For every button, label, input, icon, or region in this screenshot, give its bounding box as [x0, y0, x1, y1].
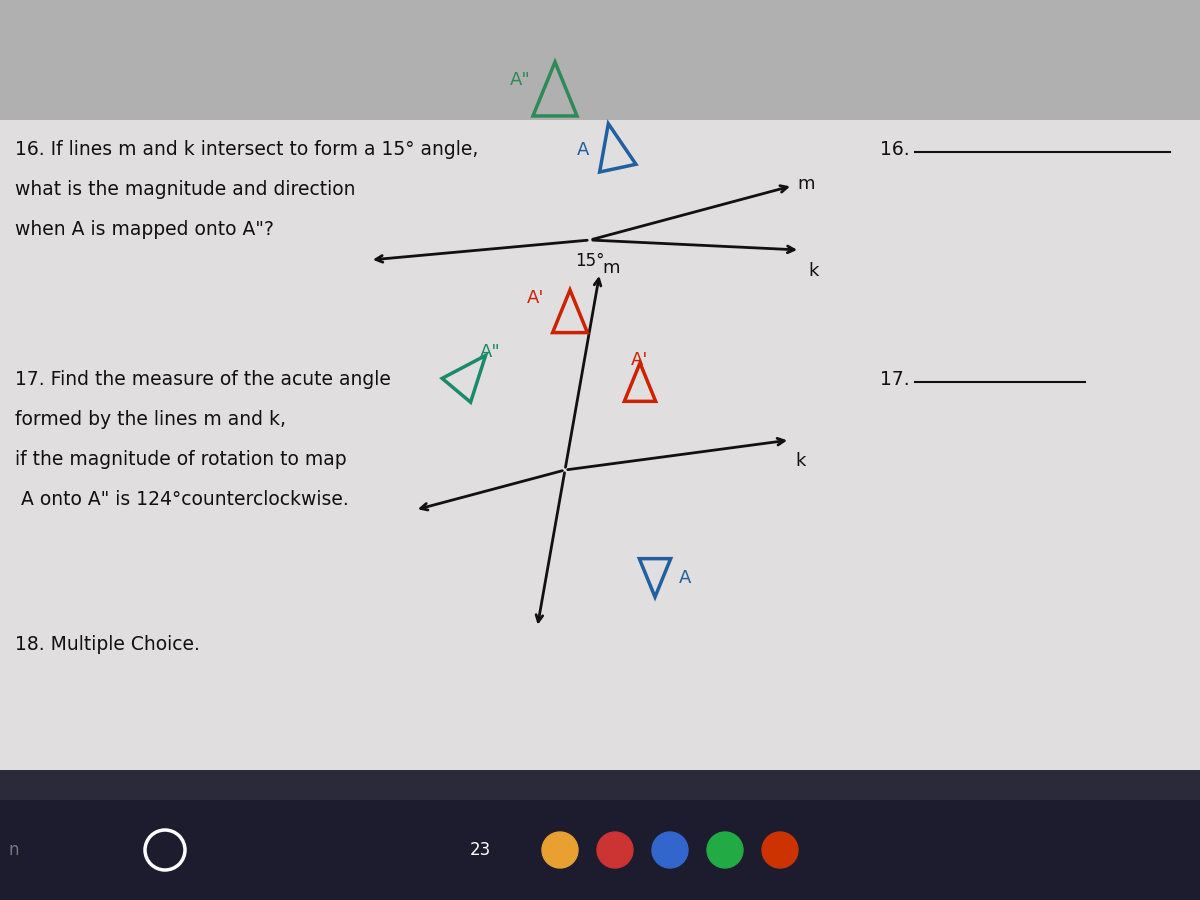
- Text: 23: 23: [469, 841, 491, 859]
- Text: m: m: [602, 259, 620, 277]
- Circle shape: [542, 832, 578, 868]
- FancyBboxPatch shape: [0, 800, 1200, 900]
- Text: A": A": [510, 71, 530, 89]
- Text: 16.: 16.: [880, 140, 910, 159]
- Text: A": A": [480, 343, 500, 361]
- Text: m: m: [798, 175, 815, 193]
- Circle shape: [762, 832, 798, 868]
- Text: A onto A" is 124°counterclockwise.: A onto A" is 124°counterclockwise.: [14, 490, 349, 509]
- Circle shape: [652, 832, 688, 868]
- Text: 16. If lines m and k intersect to form a 15° angle,: 16. If lines m and k intersect to form a…: [14, 140, 479, 159]
- Text: when A is mapped onto A"?: when A is mapped onto A"?: [14, 220, 274, 239]
- Text: A: A: [679, 569, 691, 587]
- Text: A': A': [527, 289, 545, 307]
- Text: formed by the lines m and k,: formed by the lines m and k,: [14, 410, 286, 429]
- Circle shape: [707, 832, 743, 868]
- Text: n: n: [8, 841, 18, 859]
- Text: 17.: 17.: [880, 370, 910, 389]
- Text: 15°: 15°: [575, 252, 605, 270]
- Text: what is the magnitude and direction: what is the magnitude and direction: [14, 180, 355, 199]
- Text: A': A': [631, 351, 649, 369]
- Text: 17. Find the measure of the acute angle: 17. Find the measure of the acute angle: [14, 370, 391, 389]
- Text: 18. Multiple Choice.: 18. Multiple Choice.: [14, 635, 200, 654]
- Text: k: k: [796, 452, 805, 470]
- FancyBboxPatch shape: [0, 770, 1200, 800]
- FancyBboxPatch shape: [0, 0, 1200, 120]
- FancyBboxPatch shape: [0, 100, 1200, 800]
- Circle shape: [598, 832, 634, 868]
- Text: A: A: [577, 141, 589, 159]
- Text: if the magnitude of rotation to map: if the magnitude of rotation to map: [14, 450, 347, 469]
- Text: k: k: [808, 262, 818, 280]
